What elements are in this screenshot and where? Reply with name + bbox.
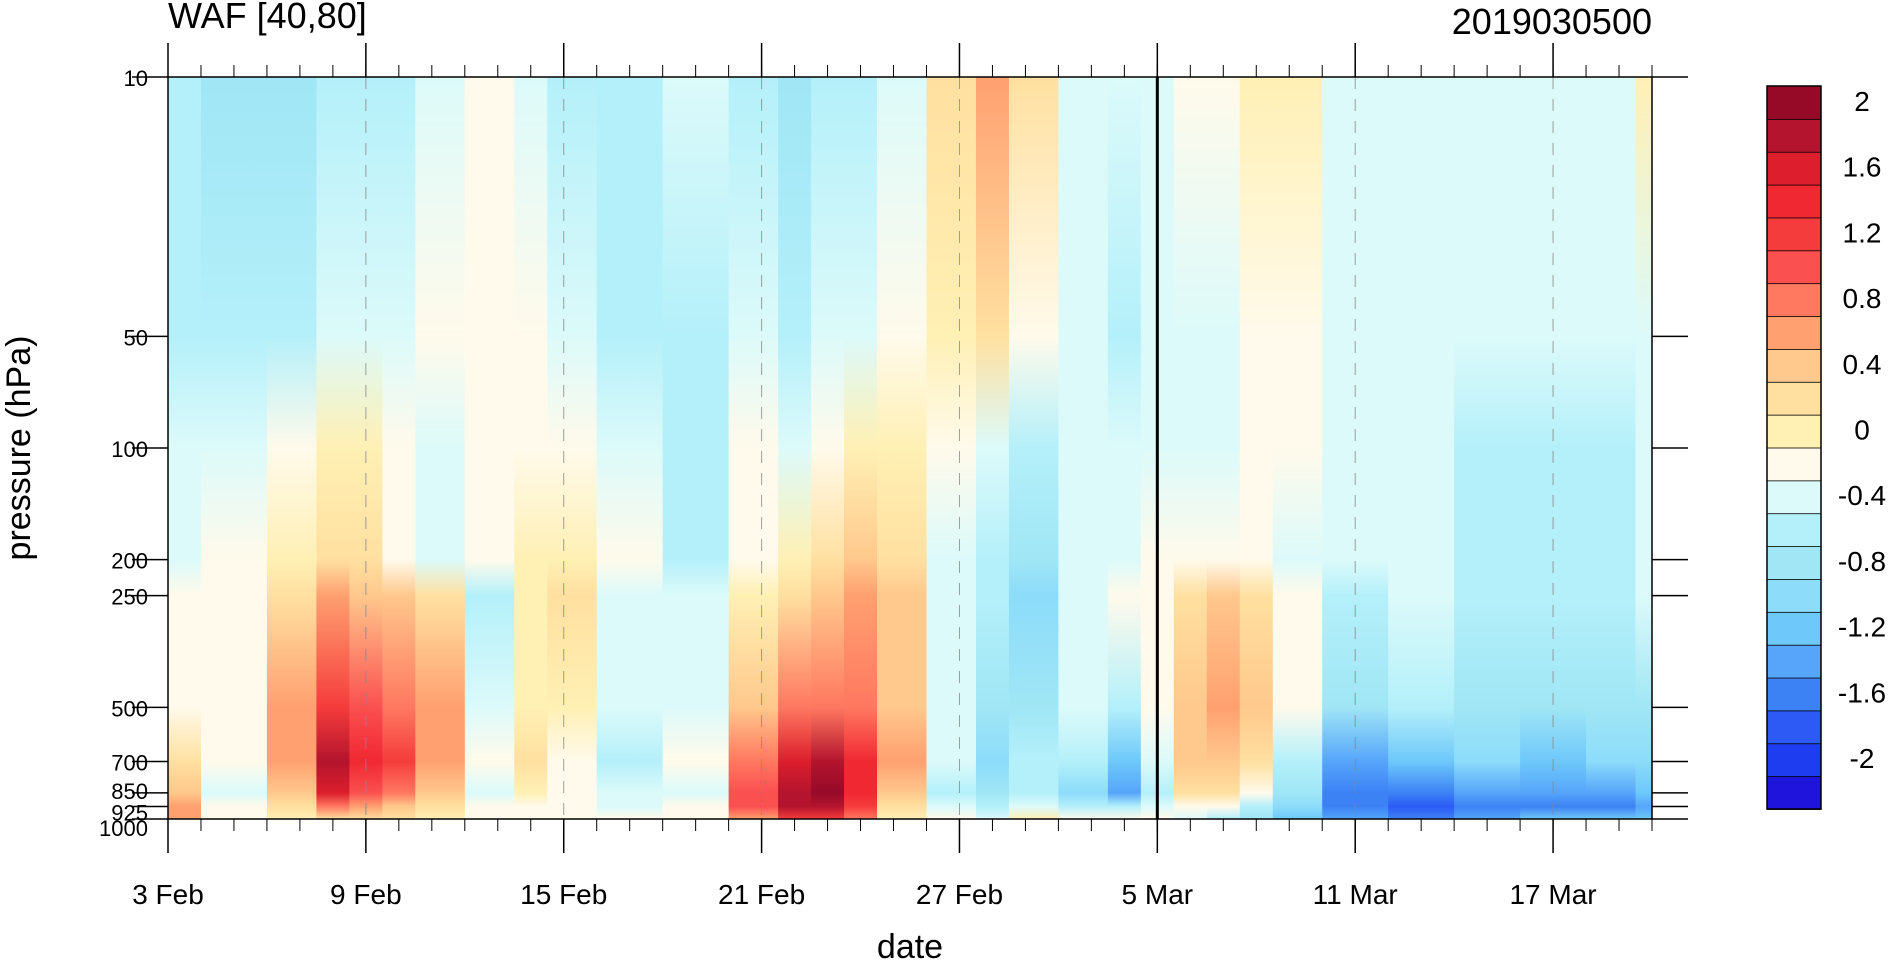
field-column bbox=[415, 77, 466, 819]
y-tick-label: 1000 bbox=[99, 816, 148, 841]
field-column bbox=[1206, 77, 1241, 819]
colorbar-swatch bbox=[1766, 151, 1822, 186]
field-column bbox=[877, 77, 928, 819]
colorbar-swatch bbox=[1766, 578, 1822, 613]
field-column bbox=[1635, 77, 1652, 819]
colorbar-swatch bbox=[1766, 282, 1822, 317]
x-tick-label: 9 Feb bbox=[330, 879, 402, 910]
colorbar-label: -0.8 bbox=[1838, 546, 1886, 577]
field-column bbox=[1388, 77, 1455, 819]
colorbar-label: 2 bbox=[1854, 86, 1870, 117]
field-column bbox=[844, 77, 878, 819]
field-column bbox=[662, 77, 730, 819]
field-column bbox=[547, 77, 598, 819]
colorbar-swatch bbox=[1766, 710, 1822, 745]
x-tick-label: 5 Mar bbox=[1122, 879, 1194, 910]
colorbar-swatch bbox=[1766, 512, 1822, 547]
colorbar-swatch bbox=[1766, 775, 1822, 810]
y-tick-label: 100 bbox=[111, 437, 148, 462]
y-tick-label: 850 bbox=[111, 779, 148, 804]
colorbar-label: -2 bbox=[1850, 743, 1875, 774]
colorbar-swatch bbox=[1766, 611, 1822, 646]
colorbar-label: -0.4 bbox=[1838, 480, 1886, 511]
y-tick-label: 10 bbox=[124, 66, 148, 91]
colorbar-swatch bbox=[1766, 85, 1822, 120]
colorbar-label: 0 bbox=[1854, 415, 1870, 446]
colorbar: 2 1.6 1.2 0.8 0.4 0 -0.4 -0.8 -1.2 -1.6 -2 bbox=[1766, 85, 1886, 810]
x-tick-label: 21 Feb bbox=[718, 879, 805, 910]
field-column bbox=[464, 77, 516, 819]
y-tick-label: 500 bbox=[111, 696, 148, 721]
field-column bbox=[1058, 77, 1109, 819]
x-tick-label: 17 Mar bbox=[1509, 879, 1596, 910]
colorbar-swatch bbox=[1766, 742, 1822, 778]
y-tick-label: 250 bbox=[111, 585, 148, 610]
y-tick-label: 50 bbox=[124, 325, 148, 350]
colorbar-label: 0.8 bbox=[1843, 283, 1882, 314]
field-column bbox=[382, 77, 417, 819]
colorbar-swatch bbox=[1766, 381, 1822, 416]
y-tick-label: 700 bbox=[111, 751, 148, 776]
colorbar-label: -1.2 bbox=[1838, 612, 1886, 643]
colorbar-swatch bbox=[1766, 315, 1822, 350]
colorbar-label: 1.2 bbox=[1843, 217, 1882, 248]
colorbar-label: -1.6 bbox=[1838, 677, 1886, 708]
y-tick-label: 200 bbox=[111, 549, 148, 574]
chart-title: WAF [40,80] bbox=[168, 0, 367, 36]
colorbar-swatch bbox=[1766, 414, 1822, 449]
colorbar-swatch bbox=[1766, 217, 1822, 252]
colorbar-frame bbox=[1766, 85, 1822, 810]
field-column bbox=[1239, 77, 1274, 819]
colorbar-swatch bbox=[1766, 249, 1822, 285]
field-column bbox=[1586, 77, 1637, 819]
x-axis-title: date bbox=[877, 928, 943, 961]
colorbar-swatch bbox=[1766, 545, 1822, 580]
field-column bbox=[200, 77, 268, 819]
field-column bbox=[811, 77, 845, 819]
x-tick-label: 15 Feb bbox=[520, 879, 607, 910]
field-column bbox=[728, 77, 779, 819]
colorbar-swatch bbox=[1766, 479, 1822, 515]
field-column bbox=[168, 77, 202, 819]
colorbar-swatch bbox=[1766, 677, 1822, 712]
chart-date-label: 2019030500 bbox=[1452, 1, 1652, 42]
contour-field bbox=[168, 77, 1652, 819]
field-column bbox=[1008, 77, 1060, 819]
colorbar-label: 1.6 bbox=[1843, 152, 1882, 183]
colorbar-swatch bbox=[1766, 118, 1822, 153]
x-tick-label: 3 Feb bbox=[132, 879, 204, 910]
colorbar-swatch bbox=[1766, 447, 1822, 482]
field-column bbox=[514, 77, 549, 819]
colorbar-label: 0.4 bbox=[1843, 349, 1882, 380]
field-column bbox=[1454, 77, 1521, 819]
x-tick-label: 27 Feb bbox=[916, 879, 1003, 910]
colorbar-swatch bbox=[1766, 184, 1822, 219]
field-column bbox=[975, 77, 1010, 819]
x-axis: 3 Feb 9 Feb 15 Feb 21 Feb 27 Feb 5 Mar 11 Mar 1… bbox=[132, 43, 1653, 910]
colorbar-swatch bbox=[1766, 644, 1822, 679]
field-column bbox=[1107, 77, 1142, 819]
field-column bbox=[1173, 77, 1208, 819]
field-column bbox=[596, 77, 664, 819]
y-tick-label: 925 bbox=[111, 800, 148, 825]
field-column bbox=[266, 77, 318, 819]
field-column bbox=[1272, 77, 1324, 819]
field-column bbox=[778, 77, 812, 819]
colorbar-swatch bbox=[1766, 348, 1822, 383]
field-column bbox=[926, 77, 977, 819]
y-axis-title: pressure (hPa) bbox=[0, 336, 38, 561]
x-tick-label: 11 Mar bbox=[1313, 879, 1398, 910]
field-column bbox=[316, 77, 351, 819]
